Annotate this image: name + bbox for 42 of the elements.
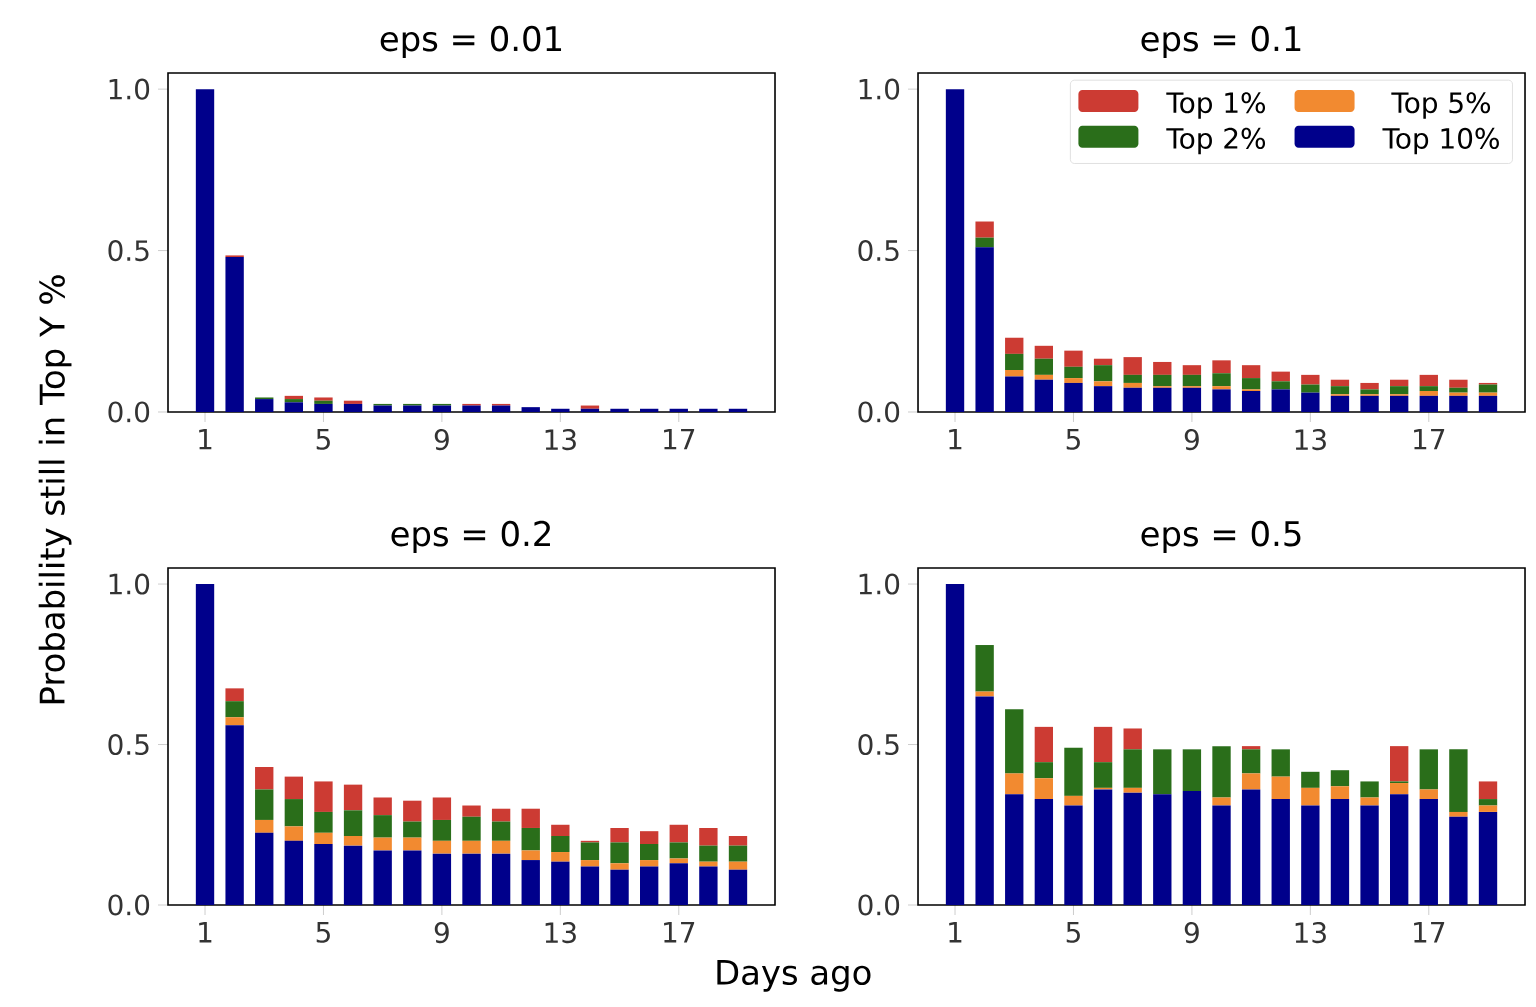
y-tick-label: 0.5 [108, 240, 149, 262]
y-tick-label: 1.0 [109, 78, 150, 100]
x-tick-label: 5 [1066, 922, 1080, 943]
x-tick-label: 5 [316, 922, 330, 943]
chart-title: eps = 0.2 [391, 520, 550, 553]
y-tick-label: 0.0 [858, 401, 900, 423]
x-tick-label: 9 [434, 429, 449, 451]
x-tick-label: 1 [199, 922, 212, 943]
y-tick-label: 0.0 [108, 894, 150, 916]
x-tick-label: 1 [949, 922, 962, 943]
y-tick-label: 0.5 [108, 733, 149, 756]
legend-label: Top 5% [1391, 92, 1491, 119]
x-tick-label: 17 [664, 922, 695, 943]
x-tick-label: 1 [199, 429, 212, 450]
y-tick-label: 1.0 [859, 573, 900, 595]
x-tick-label: 9 [1184, 922, 1199, 944]
y-tick-label: 0.5 [858, 733, 899, 756]
legend-label: Top 10% [1382, 127, 1499, 155]
y-tick-label: 0.5 [858, 240, 899, 262]
x-tick-label: 13 [545, 429, 576, 451]
x-tick-label: 5 [1066, 429, 1080, 450]
y-tick-label: 1.0 [109, 573, 150, 595]
x-tick-label: 17 [1414, 429, 1445, 450]
y-axis-title: Probability still in Top Y % [38, 275, 72, 704]
x-tick-label: 5 [316, 429, 330, 450]
x-tick-label: 13 [1295, 429, 1326, 451]
x-tick-label: 17 [664, 429, 695, 450]
chart-title: eps = 0.01 [380, 25, 562, 58]
x-tick-label: 13 [1295, 922, 1326, 944]
x-tick-label: 1 [949, 429, 962, 450]
y-tick-label: 0.0 [108, 401, 150, 423]
legend-label: Top 2% [1166, 127, 1266, 155]
x-tick-label: 9 [434, 922, 449, 944]
x-tick-label: 9 [1184, 429, 1199, 451]
chart-title: eps = 0.1 [1141, 25, 1301, 58]
legend-label: Top 1% [1166, 92, 1266, 119]
x-tick-label: 13 [545, 922, 576, 944]
chart-title: eps = 0.5 [1141, 520, 1301, 553]
x-axis-title: Days ago [717, 959, 871, 992]
y-tick-label: 1.0 [859, 78, 900, 100]
x-tick-label: 17 [1414, 922, 1445, 943]
y-tick-label: 0.0 [858, 894, 900, 916]
